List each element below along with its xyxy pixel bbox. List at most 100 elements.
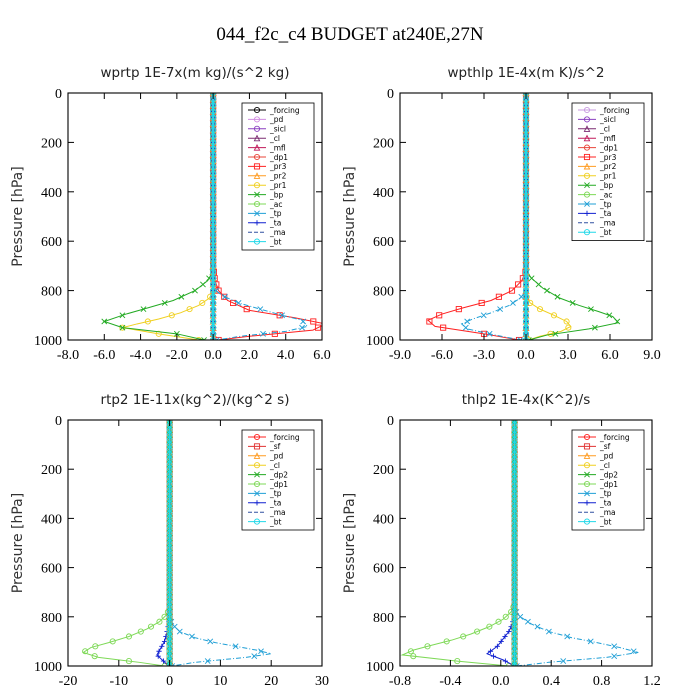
data-point (407, 648, 414, 655)
legend-marker (253, 125, 261, 132)
legend-marker (583, 144, 591, 151)
legend-label-dp2: _dp2 (599, 470, 618, 479)
panel-4: thlp2 1E-4x(K^2)/s Pressure [hPa] -0.8 -0.4… (342, 392, 661, 689)
legend-marker (583, 106, 591, 114)
x-tick-label: 0.8 (593, 674, 611, 689)
data-point (168, 312, 175, 319)
legend-label-pr2: _pr2 (599, 162, 617, 171)
series-line-dp1 (400, 420, 516, 666)
figure-title: 044_f2c_c4 BUDGET at240E,27N (216, 24, 483, 45)
data-point (495, 618, 502, 625)
x-tick-label: 0 (166, 674, 173, 689)
y-tick-label: 800 (41, 285, 62, 300)
data-point (565, 324, 572, 331)
data-point (522, 145, 530, 152)
data-point (210, 306, 217, 313)
data-point (210, 244, 217, 251)
y-tick-label: 0 (387, 414, 394, 429)
data-point (522, 157, 530, 164)
legend-box (241, 102, 315, 251)
data-point (630, 648, 637, 655)
data-point (502, 613, 509, 620)
legend-marker (583, 452, 591, 459)
y-tick-label: 1000 (366, 334, 394, 349)
y-tick-label: 1000 (366, 660, 394, 675)
data-point (210, 164, 217, 171)
y-tick-label: 600 (373, 562, 394, 577)
data-point (210, 176, 217, 183)
data-point (163, 633, 169, 640)
y-axis-label: Pressure [hPa] (342, 166, 358, 266)
data-point (147, 623, 155, 630)
legend-label-ta: _ta (599, 499, 611, 508)
data-point (161, 662, 168, 666)
data-point (260, 330, 266, 337)
legend-marker (253, 134, 261, 142)
panel-title: wprtp 1E-7x(m kg)/(s^2 kg) (101, 65, 290, 81)
panel-2: wpthlp 1E-4x(m K)/s^2 Pressure [hPa] -9.0 -… (342, 65, 661, 363)
legend-label-forcing: _forcing (269, 433, 300, 442)
data-point (528, 275, 535, 282)
legend-label-ac: _ac (599, 190, 612, 199)
data-point (536, 306, 544, 313)
data-point (510, 300, 516, 306)
legend-label-tp: _tp (599, 489, 612, 498)
y-tick-label: 1000 (34, 334, 62, 349)
legend-marker (583, 443, 591, 450)
data-point (455, 306, 462, 313)
data-point (522, 256, 530, 263)
legend-marker (583, 518, 591, 525)
data-point (210, 151, 217, 158)
y-tick-label: 0 (387, 87, 394, 102)
data-point (517, 337, 524, 340)
data-point (258, 648, 264, 655)
data-point (161, 638, 168, 644)
data-point (522, 275, 530, 282)
x-tick-label: 2.0 (241, 348, 259, 363)
data-point (522, 287, 530, 294)
data-point (480, 312, 487, 319)
data-point (210, 114, 217, 121)
data-point (502, 658, 508, 664)
data-point (518, 293, 525, 300)
legend-label-pr1: _pr1 (599, 172, 617, 181)
data-point (160, 658, 167, 664)
data-point (614, 318, 621, 325)
legend-label-forcing: _forcing (599, 106, 630, 115)
legend-label-forcing: _forcing (599, 433, 630, 442)
data-point (436, 312, 443, 319)
data-point (587, 638, 594, 645)
legend-label-bt: _bt (599, 517, 612, 526)
data-point (178, 293, 185, 300)
data-point (171, 623, 178, 630)
legend-marker (583, 172, 591, 179)
data-point (464, 318, 471, 325)
data-point (173, 330, 180, 337)
data-point (454, 658, 461, 665)
data-point (522, 139, 530, 146)
y-tick-label: 400 (373, 186, 394, 201)
data-point (210, 108, 217, 115)
x-tick-label: 10 (213, 674, 227, 689)
legend-label-cl: _cl (269, 461, 280, 470)
x-tick-label: 6.0 (313, 348, 331, 363)
legend-label-tp: _tp (269, 489, 282, 498)
x-tick-label: -2.0 (166, 348, 188, 363)
data-point (443, 638, 450, 645)
legend-label-pd: _pd (599, 452, 614, 461)
panel-title: rtp2 1E-11x(kg^2)/(kg^2 s) (101, 392, 290, 408)
data-point (210, 275, 217, 282)
data-point (494, 643, 500, 649)
y-axis-label: Pressure [hPa] (342, 493, 358, 593)
legend-label-dp1: _dp1 (269, 153, 288, 162)
data-point (522, 102, 530, 109)
data-point (591, 324, 598, 331)
data-point (498, 638, 504, 644)
legend: _forcing_pd_sicl_cl_mfl_dp1_pr3_pr2_pr1_… (241, 102, 315, 251)
data-point (554, 293, 561, 300)
data-point (569, 300, 576, 306)
x-tick-label: 20 (264, 674, 278, 689)
data-point (522, 231, 530, 239)
y-tick-label: 0 (55, 87, 62, 102)
data-point (204, 658, 211, 664)
